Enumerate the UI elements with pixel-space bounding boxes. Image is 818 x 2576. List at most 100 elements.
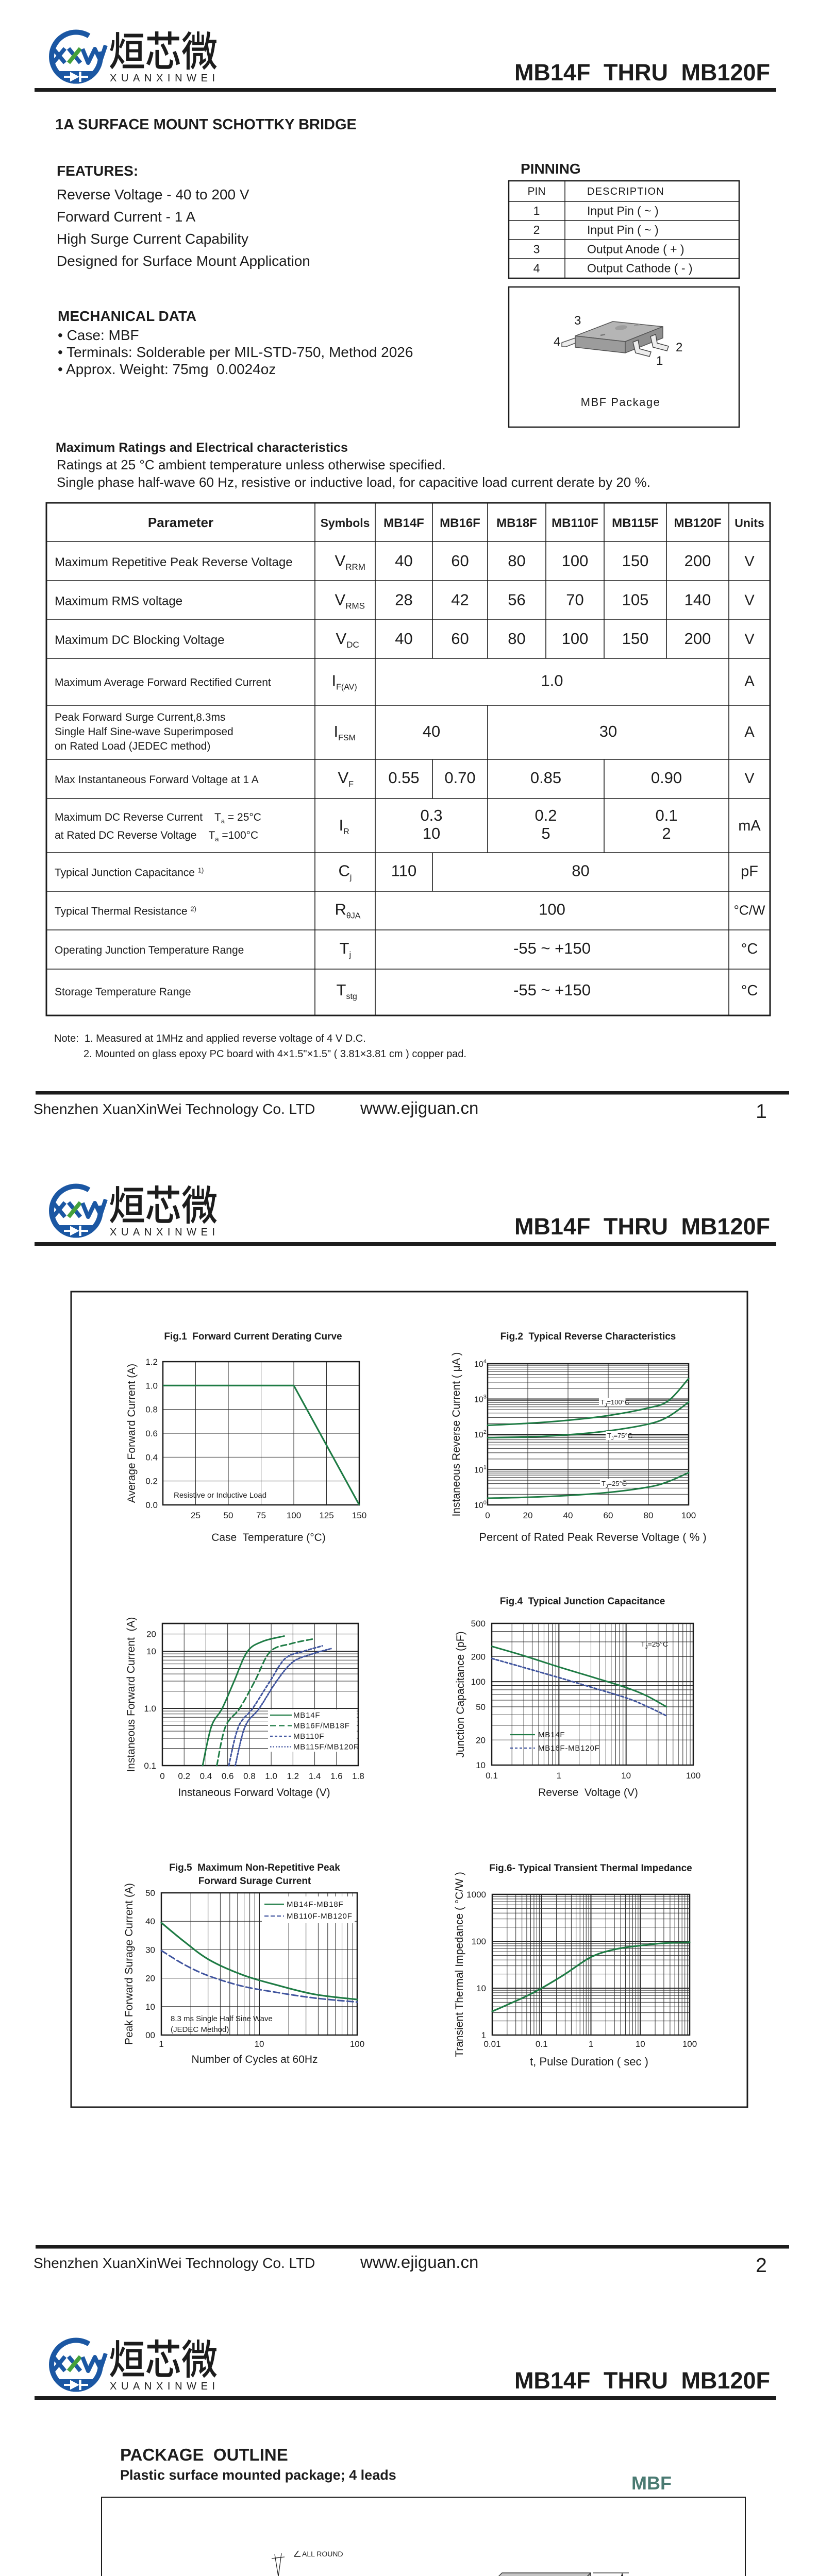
svg-text:1: 1 (756, 1100, 767, 1123)
svg-text:0.90: 0.90 (651, 769, 682, 787)
svg-text:0.1: 0.1 (655, 806, 677, 824)
svg-text:Instaneous Forward Current (A: Instaneous Forward Current (A) (125, 1617, 137, 1772)
svg-text:Peak Forward Surge Current,8.3: Peak Forward Surge Current,8.3ms (55, 711, 225, 723)
svg-text:0.6: 0.6 (145, 1429, 158, 1438)
svg-text:2: 2 (533, 223, 540, 236)
svg-text:20: 20 (476, 1735, 486, 1745)
svg-text:0.2: 0.2 (178, 1771, 190, 1781)
svg-text:1.0: 1.0 (541, 672, 563, 690)
svg-text:1.0: 1.0 (145, 1381, 158, 1391)
svg-text:3: 3 (574, 314, 581, 328)
svg-text:°C: °C (741, 982, 758, 999)
svg-text:20: 20 (146, 1630, 156, 1639)
svg-text:DESCRIPTION: DESCRIPTION (587, 186, 664, 197)
svg-text:TJ=25°C: TJ=25°C (641, 1640, 668, 1650)
svg-text:10: 10 (146, 1647, 156, 1656)
svg-text:°C/W: °C/W (734, 903, 765, 918)
svg-text:1.6: 1.6 (330, 1771, 343, 1781)
svg-text:PACKAGE OUTLINE: PACKAGE OUTLINE (120, 2445, 288, 2464)
svg-text:100: 100 (350, 2039, 364, 2049)
svg-text:150: 150 (352, 1511, 366, 1520)
svg-text:MB115F: MB115F (612, 516, 659, 530)
svg-text:Plastic surface mounted packag: Plastic surface mounted package; 4 leads (120, 2467, 396, 2483)
svg-text:MB110F: MB110F (552, 516, 598, 530)
svg-text:Ratings at 25 °C ambient tempe: Ratings at 25 °C ambient temperature unl… (57, 457, 446, 472)
svg-text:Instaneous Reverse Current ( μ: Instaneous Reverse Current ( μA ) (450, 1352, 462, 1516)
svg-text:Number of Cycles at 60Hz: Number of Cycles at 60Hz (191, 2054, 318, 2065)
svg-text:MB110F: MB110F (293, 1732, 324, 1741)
svg-text:Fig.6- Typical Transient Therm: Fig.6- Typical Transient Thermal Impedan… (489, 1863, 692, 1874)
svg-text:Typical Junction Capacitance 1: Typical Junction Capacitance 1) (55, 867, 204, 879)
svg-text:Input Pin ( ~ ): Input Pin ( ~ ) (587, 223, 659, 236)
svg-text:MBF: MBF (631, 2472, 672, 2494)
svg-text:102: 102 (474, 1429, 487, 1439)
svg-text:MB14F THRU MB120F: MB14F THRU MB120F (514, 1213, 770, 1240)
svg-text:104: 104 (474, 1359, 487, 1369)
svg-text:Forward Current - 1 A: Forward Current - 1 A (57, 209, 196, 225)
svg-text:125: 125 (319, 1511, 333, 1520)
svg-text:10: 10 (423, 824, 440, 842)
svg-text:40: 40 (423, 722, 440, 740)
svg-text:60: 60 (451, 630, 469, 648)
svg-text:MB16F-MB120F: MB16F-MB120F (538, 1744, 600, 1753)
svg-text:40: 40 (563, 1511, 573, 1520)
svg-text:50: 50 (476, 1702, 486, 1712)
svg-text:0.4: 0.4 (200, 1771, 212, 1781)
svg-text:www.ejiguan.cn: www.ejiguan.cn (360, 2252, 478, 2272)
svg-text:Fig.1 Forward Current Deratin: Fig.1 Forward Current Derating Curve (164, 1331, 342, 1342)
svg-text:80: 80 (644, 1511, 654, 1520)
svg-text:• Approx. Weight: 75mg 0.002: • Approx. Weight: 75mg 0.0024oz (58, 361, 276, 377)
svg-text:(JEDEC Method): (JEDEC Method) (171, 2025, 229, 2034)
svg-text:Peak Forward Surage Current (A: Peak Forward Surage Current (A) (123, 1883, 135, 2045)
svg-text:10: 10 (621, 1771, 631, 1781)
svg-text:Forward Surage Current: Forward Surage Current (198, 1876, 311, 1887)
svg-text:PIN: PIN (527, 185, 545, 197)
svg-text:100: 100 (471, 1677, 486, 1687)
svg-text:0.4: 0.4 (145, 1452, 158, 1462)
svg-text:100: 100 (562, 552, 589, 570)
svg-text:0: 0 (160, 1771, 164, 1781)
svg-text:1: 1 (159, 2039, 163, 2049)
svg-text:1.0: 1.0 (144, 1704, 156, 1714)
svg-text:80: 80 (508, 552, 525, 570)
svg-text:MB16F: MB16F (440, 516, 480, 530)
svg-text:MB14F: MB14F (383, 516, 424, 530)
svg-text:PINNING: PINNING (521, 161, 581, 177)
svg-text:2: 2 (662, 824, 671, 842)
svg-text:IF(AV): IF(AV) (332, 672, 357, 692)
svg-text:VDC: VDC (336, 630, 359, 650)
svg-text:TJ=75°C: TJ=75°C (607, 1432, 632, 1441)
svg-text:t, Pulse Duration ( sec ): t, Pulse Duration ( sec ) (530, 2055, 648, 2068)
svg-text:1: 1 (481, 2030, 486, 2040)
svg-text:on Rated Load (JEDEC method): on Rated Load (JEDEC method) (55, 740, 210, 752)
svg-text:150: 150 (622, 552, 649, 570)
svg-text:Instaneous Forward Voltage (V): Instaneous Forward Voltage (V) (178, 1787, 330, 1799)
svg-text:40: 40 (395, 630, 412, 648)
svg-text:RθJA: RθJA (335, 901, 361, 921)
svg-text:0.01: 0.01 (483, 2039, 500, 2049)
svg-text:MB14F-MB18F: MB14F-MB18F (287, 1900, 344, 1909)
svg-text:5: 5 (541, 824, 550, 842)
svg-text:50: 50 (145, 1888, 155, 1898)
svg-text:Tstg: Tstg (337, 981, 357, 1001)
svg-text:MB115F/MB120F: MB115F/MB120F (293, 1743, 359, 1752)
svg-text:0.1: 0.1 (486, 1771, 498, 1781)
svg-text:75: 75 (256, 1511, 266, 1520)
svg-text:10: 10 (636, 2039, 645, 2049)
svg-text:40: 40 (145, 1917, 155, 1926)
svg-text:MBF Package: MBF Package (581, 396, 661, 409)
svg-text:Operating Junction Temperature: Operating Junction Temperature Range (55, 944, 244, 956)
svg-text:1.2: 1.2 (287, 1771, 299, 1781)
svg-text:1.0: 1.0 (265, 1771, 277, 1781)
svg-text:20: 20 (145, 1974, 155, 1984)
svg-text:V: V (744, 631, 755, 648)
svg-text:MB120F: MB120F (674, 516, 721, 530)
svg-text:1.8: 1.8 (352, 1771, 364, 1781)
svg-text:Maximum RMS voltage: Maximum RMS voltage (55, 595, 182, 608)
svg-text:60: 60 (604, 1511, 613, 1520)
svg-text:IR: IR (339, 816, 349, 836)
svg-text:0.8: 0.8 (145, 1405, 158, 1415)
svg-text:Maximum Average Forward Rectif: Maximum Average Forward Rectified Curren… (55, 677, 271, 689)
svg-text:at Rated DC Reverse Voltage: at Rated DC Reverse Voltage Ta =100°C (55, 829, 258, 843)
svg-text:30: 30 (599, 722, 617, 740)
